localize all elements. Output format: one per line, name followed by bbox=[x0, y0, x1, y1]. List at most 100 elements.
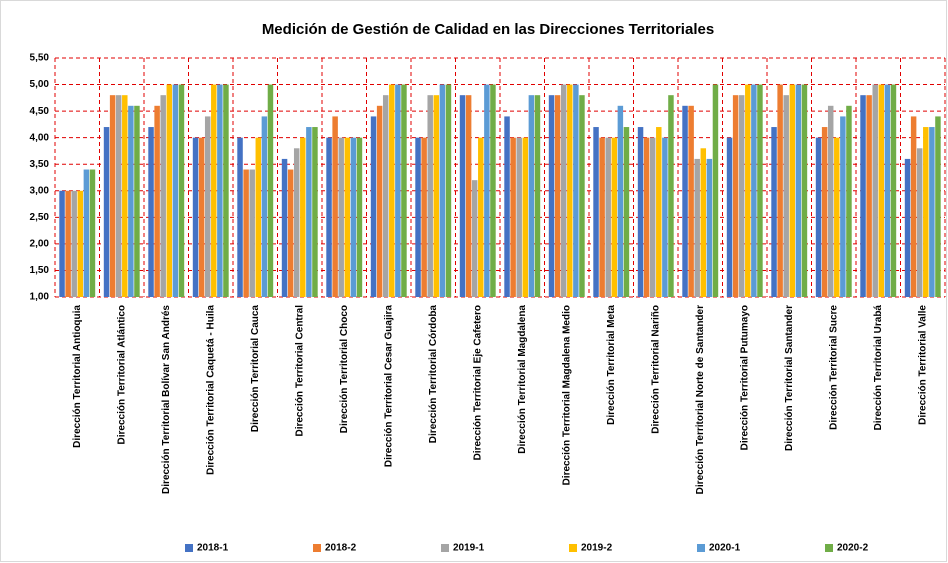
y-tick-label: 4,50 bbox=[30, 106, 50, 117]
bar bbox=[649, 137, 656, 297]
x-tick-label: Dirección Territorial Norte de Santander bbox=[695, 305, 706, 494]
bar bbox=[376, 105, 383, 297]
bar bbox=[356, 137, 363, 297]
bar bbox=[560, 84, 567, 297]
bar bbox=[910, 116, 917, 297]
bar bbox=[350, 137, 357, 297]
legend-label: 2019-1 bbox=[453, 543, 485, 554]
bar bbox=[255, 137, 262, 297]
bar bbox=[166, 84, 173, 297]
bar bbox=[712, 84, 719, 297]
legend-swatch bbox=[185, 544, 193, 552]
legend-swatch bbox=[697, 544, 705, 552]
bar bbox=[192, 137, 199, 297]
x-tick-label: Dirección Territorial Magdalena Medio bbox=[561, 305, 572, 485]
bar bbox=[433, 95, 440, 297]
bar bbox=[237, 137, 243, 297]
bar bbox=[662, 137, 668, 297]
bar bbox=[287, 169, 294, 297]
bar bbox=[204, 116, 211, 297]
bar bbox=[445, 84, 452, 297]
bar bbox=[382, 95, 389, 297]
bar bbox=[605, 137, 611, 297]
bar bbox=[77, 190, 84, 297]
bar bbox=[478, 137, 484, 297]
x-tick-label: Dirección Territorial Sucre bbox=[828, 305, 839, 430]
legend-swatch bbox=[313, 544, 321, 552]
bar bbox=[490, 84, 496, 297]
bar bbox=[890, 84, 897, 297]
bar bbox=[306, 127, 312, 298]
legend-label: 2018-1 bbox=[197, 543, 229, 554]
bar bbox=[223, 84, 229, 297]
bar bbox=[789, 84, 796, 297]
bar bbox=[459, 95, 466, 297]
bar bbox=[700, 148, 707, 297]
x-tick-label: Dirección Territorial Choco bbox=[339, 305, 350, 433]
bar bbox=[154, 105, 160, 297]
legend-label: 2019-2 bbox=[581, 543, 613, 554]
bar bbox=[504, 116, 510, 297]
x-tick-label: Dirección Territorial Magdalena bbox=[517, 305, 528, 454]
bar bbox=[465, 95, 472, 297]
bar bbox=[370, 116, 377, 297]
bar bbox=[415, 137, 421, 297]
legend-swatch bbox=[441, 544, 449, 552]
x-tick-label: Dirección Territorial Nariño bbox=[650, 305, 661, 434]
bar bbox=[160, 95, 166, 297]
y-tick-label: 1,00 bbox=[30, 292, 50, 303]
bar bbox=[783, 95, 789, 297]
legend-label: 2018-2 bbox=[325, 543, 357, 554]
bar bbox=[738, 95, 745, 297]
bar bbox=[554, 95, 561, 297]
bar bbox=[115, 95, 122, 297]
y-tick-label: 2,50 bbox=[30, 212, 50, 223]
bar bbox=[534, 95, 541, 297]
legend-swatch bbox=[825, 544, 833, 552]
bar bbox=[128, 105, 134, 297]
bar bbox=[439, 84, 446, 297]
bar bbox=[732, 95, 739, 297]
bar bbox=[923, 127, 929, 298]
bar bbox=[65, 190, 71, 297]
bar bbox=[71, 190, 77, 297]
bar bbox=[522, 137, 529, 297]
x-tick-label: Dirección Territorial Atlántico bbox=[116, 305, 127, 444]
bar bbox=[293, 148, 300, 297]
bar bbox=[83, 169, 90, 297]
bar bbox=[211, 84, 217, 297]
y-tick-label: 4,00 bbox=[30, 132, 50, 143]
bar bbox=[510, 137, 516, 297]
bar bbox=[516, 137, 522, 297]
bar bbox=[846, 105, 852, 297]
bar bbox=[528, 95, 535, 297]
bar bbox=[134, 105, 140, 297]
bar bbox=[688, 105, 694, 297]
bar bbox=[815, 137, 822, 297]
bar bbox=[395, 84, 401, 297]
bar bbox=[89, 169, 96, 297]
bar bbox=[694, 158, 700, 297]
bar bbox=[567, 84, 573, 297]
bar bbox=[421, 137, 427, 297]
bar bbox=[935, 116, 941, 297]
bar bbox=[866, 95, 872, 297]
bar bbox=[267, 84, 274, 297]
x-tick-label: Dirección Territorial Cesar Guajira bbox=[383, 305, 394, 468]
bar bbox=[401, 84, 407, 297]
y-tick-label: 5,50 bbox=[30, 53, 50, 64]
bar bbox=[801, 84, 808, 297]
bar bbox=[217, 84, 223, 297]
x-tick-label: Dirección Territorial Córdoba bbox=[428, 305, 439, 444]
bar bbox=[611, 137, 618, 297]
x-tick-label: Dirección Territorial Bolívar San Andrés bbox=[161, 305, 172, 494]
bar bbox=[59, 190, 65, 297]
x-tick-label: Dirección Territorial Caquetá - Huila bbox=[205, 305, 216, 475]
bar bbox=[827, 105, 834, 297]
bar bbox=[344, 137, 351, 297]
bar bbox=[300, 137, 306, 297]
x-tick-label: Dirección Territorial Urabá bbox=[873, 305, 884, 431]
bar bbox=[878, 84, 885, 297]
bar bbox=[656, 127, 662, 298]
